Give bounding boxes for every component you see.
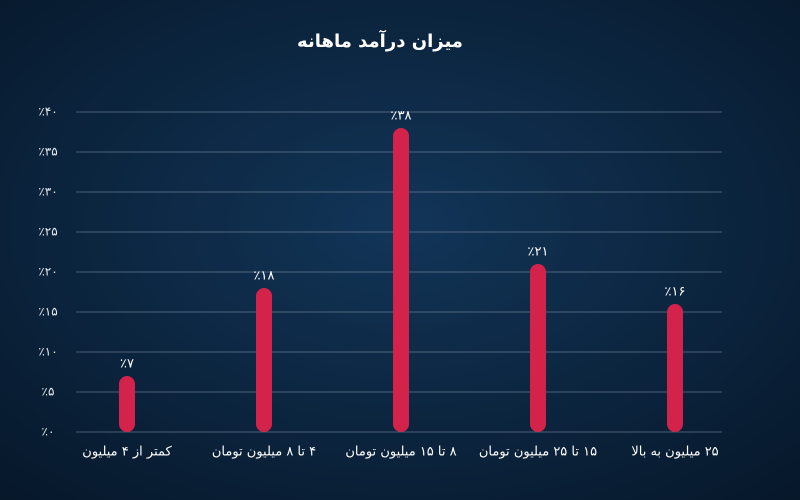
bar — [393, 128, 409, 432]
chart-title: میزان درآمد ماهانه — [297, 29, 463, 52]
y-tick-label: ٪۲۰ — [38, 265, 57, 279]
y-tick-label: ٪۱۵ — [38, 305, 57, 319]
bar — [530, 264, 546, 432]
value-label: ٪۷ — [120, 357, 134, 372]
y-tick-label: ٪۵ — [42, 385, 55, 399]
bar — [667, 304, 683, 432]
x-tick-label: کمتر از ۴ میلیون — [82, 445, 172, 460]
value-label: ٪۲۱ — [528, 245, 549, 260]
value-label: ٪۱۶ — [665, 285, 686, 300]
x-tick-label: ۱۵ تا ۲۵ میلیون تومان — [479, 445, 597, 460]
y-tick-label: ٪۴۰ — [38, 105, 57, 119]
value-label: ٪۳۸ — [391, 109, 412, 124]
bar — [256, 288, 272, 432]
x-tick-label: ۸ تا ۱۵ میلیون تومان — [345, 445, 456, 460]
value-label: ٪۱۸ — [254, 269, 275, 284]
y-tick-label: ٪۳۵ — [38, 145, 57, 159]
bar — [119, 376, 135, 432]
y-tick-label: ٪۳۰ — [38, 185, 57, 199]
y-tick-label: ٪۲۵ — [38, 225, 57, 239]
y-tick-label: ٪۰ — [42, 425, 55, 439]
y-tick-label: ٪۱۰ — [38, 345, 57, 359]
x-tick-label: ۲۵ میلیون به بالا — [631, 445, 718, 460]
x-tick-label: ۴ تا ۸ میلیون تومان — [212, 445, 316, 460]
